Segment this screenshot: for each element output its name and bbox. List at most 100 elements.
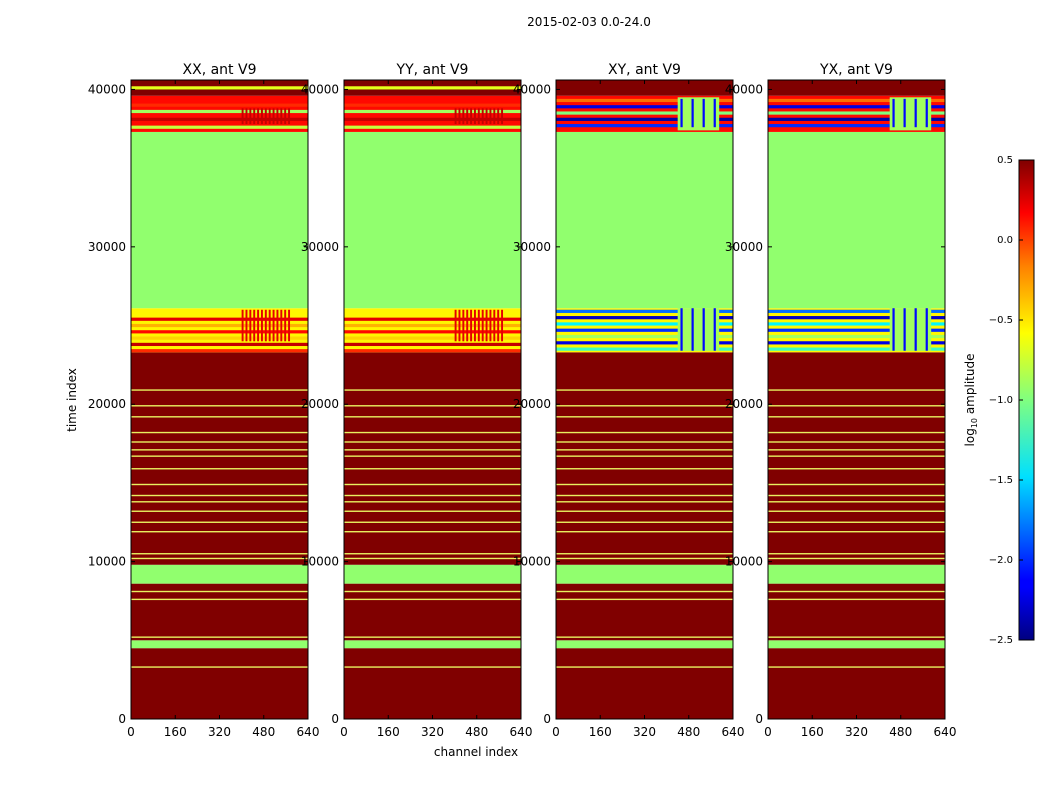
heatmap-hot-cell <box>249 309 252 342</box>
heatmap-hot-cell <box>257 309 260 342</box>
heatmap-line <box>344 590 521 593</box>
heatmap-band <box>556 564 733 584</box>
heatmap-band <box>344 583 521 641</box>
heatmap-hot-cell <box>280 309 283 342</box>
colorbar: 0.5 0.0 −0.5 −1.0 −1.5 −2.0 −2.5 <box>989 155 1035 646</box>
heatmap-stripe <box>768 347 945 351</box>
heatmap-line <box>768 510 945 512</box>
x-tick-label: 160 <box>377 725 400 739</box>
heatmap-line <box>556 483 733 486</box>
heatmap-line <box>768 590 945 593</box>
heatmap-hot-cell <box>454 108 457 125</box>
heatmap-stripe <box>768 309 945 313</box>
heatmap-stripe <box>344 349 521 353</box>
heatmap-line <box>556 494 733 497</box>
heatmap-stripe <box>344 86 521 90</box>
heatmap-stripe <box>768 105 945 109</box>
heatmap-band <box>344 640 521 649</box>
heatmap-band <box>344 352 521 565</box>
heatmap-hot-cell <box>466 309 469 342</box>
heatmap-line <box>556 598 733 601</box>
heatmap-line <box>131 553 308 555</box>
panel-2: YY, ant V9 0 160 320 480 640 0 10000 20000 30000 4… <box>301 62 533 739</box>
heatmap-hot-cell <box>485 108 488 125</box>
heatmap-hot-cell <box>680 98 683 128</box>
heatmap-hot-cell <box>493 108 496 125</box>
y-tick-label: 40000 <box>301 82 339 96</box>
heatmap-stripe <box>556 98 733 103</box>
x-tick-label: 320 <box>633 725 656 739</box>
heatmap-line <box>768 501 945 503</box>
heatmap-line <box>131 483 308 486</box>
colorbar-tick-label: 0.0 <box>997 235 1013 246</box>
heatmap-hot-cell <box>892 308 895 351</box>
heatmap-hot-cell <box>713 308 716 351</box>
heatmap-stripe <box>344 323 521 328</box>
heatmap-stripe <box>556 347 733 351</box>
heatmap-hot-cell <box>925 98 928 128</box>
heatmap-line <box>768 431 945 434</box>
heatmap-line <box>131 521 308 523</box>
heatmap-panels: XX, ant V9 0 160 320 480 640 0 10000 20000 30000 4… <box>88 62 957 739</box>
heatmap-hot-cell <box>914 308 917 351</box>
panel-title: XX, ant V9 <box>183 62 257 78</box>
heatmap-band <box>131 131 308 309</box>
heatmap-hot-cell <box>454 309 457 342</box>
heatmap-stripe <box>556 117 733 121</box>
heatmap-line <box>768 468 945 470</box>
heatmap-stripe <box>768 334 945 339</box>
heatmap-line <box>344 531 521 533</box>
heatmap-hot-cell <box>241 108 244 125</box>
heatmap-band <box>344 564 521 584</box>
heatmap-hot-cell <box>458 309 461 342</box>
heatmap-hot-cell <box>489 108 492 125</box>
heatmap-stripe <box>556 341 733 345</box>
heatmap-stripe <box>344 342 521 347</box>
heatmap-hot-cell <box>473 309 476 342</box>
y-tick-label: 20000 <box>88 397 126 411</box>
y-tick-label: 10000 <box>513 555 551 569</box>
heatmap-line <box>768 531 945 533</box>
heatmap-line <box>344 405 521 407</box>
y-tick-label: 30000 <box>88 240 126 254</box>
heatmap-line <box>556 510 733 512</box>
heatmap-band <box>131 564 308 584</box>
x-tick-label: 640 <box>722 725 745 739</box>
heatmap-line <box>556 501 733 503</box>
heatmap-stripe <box>344 109 521 114</box>
x-tick-label: 480 <box>677 725 700 739</box>
heatmap-line <box>556 405 733 407</box>
heatmap-hot-cell <box>702 98 705 128</box>
heatmap-hot-cell <box>892 98 895 128</box>
heatmap-hot-cell <box>257 108 260 125</box>
x-tick-label: 640 <box>510 725 533 739</box>
heatmap-hot-cell <box>501 108 504 125</box>
heatmap-hot-cell <box>253 108 256 125</box>
heatmap-stripe <box>768 111 945 115</box>
heatmap-stripe <box>768 316 945 320</box>
heatmap-line <box>344 510 521 512</box>
heatmap-line <box>131 598 308 601</box>
heatmap-line <box>556 590 733 593</box>
y-tick-label: 30000 <box>301 240 339 254</box>
heatmap-hot-cell <box>284 309 287 342</box>
heatmap-line <box>344 441 521 443</box>
panel-1: XX, ant V9 0 160 320 480 640 0 10000 20000 30000 4… <box>88 62 320 739</box>
x-tick-label: 640 <box>297 725 320 739</box>
heatmap-hot-cell <box>903 308 906 351</box>
heatmap-line <box>556 389 733 391</box>
heatmap-band <box>556 131 733 309</box>
heatmap-line <box>131 557 308 560</box>
x-tick-label: 0 <box>340 725 348 739</box>
heatmap-line <box>768 494 945 497</box>
y-tick-label: 10000 <box>725 555 763 569</box>
y-tick-label: 30000 <box>725 240 763 254</box>
heatmap-hot-cell <box>473 108 476 125</box>
heatmap-stripe <box>556 111 733 115</box>
x-tick-label: 0 <box>127 725 135 739</box>
panel-title: YY, ant V9 <box>396 62 469 78</box>
heatmap-stripe <box>131 349 308 353</box>
heatmap-stripe <box>556 328 733 332</box>
heatmap-hot-cell <box>280 108 283 125</box>
heatmap-band <box>556 640 733 649</box>
